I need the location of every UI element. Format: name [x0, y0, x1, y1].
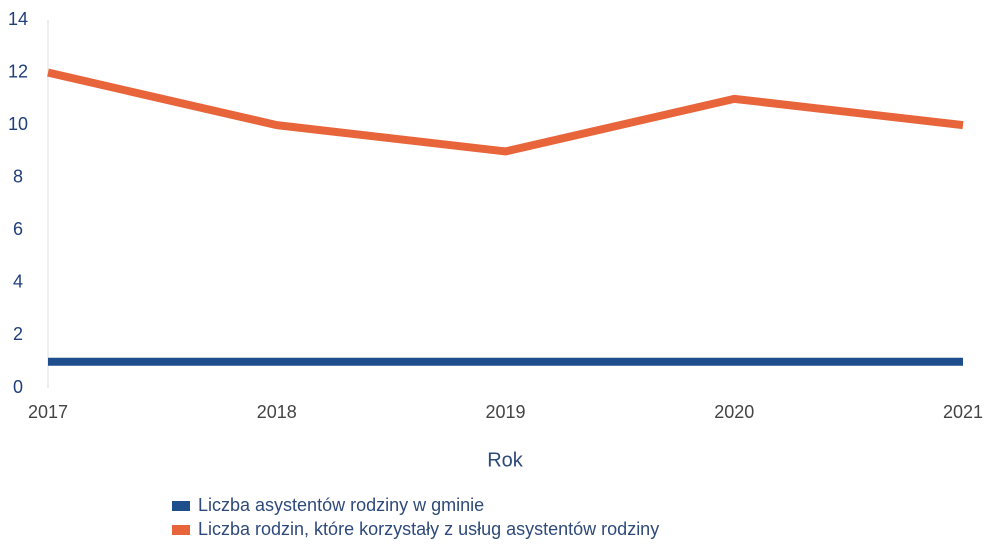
y-tick-label: 6 — [13, 219, 23, 239]
x-axis-title: Rok — [487, 449, 524, 471]
y-tick-label: 8 — [13, 166, 23, 186]
legend-label: Liczba asystentów rodziny w gminie — [198, 495, 484, 515]
x-tick-label: 2019 — [485, 402, 525, 422]
x-tick-label: 2017 — [28, 402, 68, 422]
y-tick-label: 14 — [8, 9, 28, 29]
legend-swatch — [172, 501, 190, 511]
x-tick-label: 2021 — [943, 402, 983, 422]
y-tick-label: 12 — [8, 61, 28, 81]
line-series — [47, 68, 964, 156]
y-tick-label: 0 — [13, 377, 23, 397]
x-tick-label: 2018 — [257, 402, 297, 422]
y-tick-label: 2 — [13, 324, 23, 344]
legend-label: Liczba rodzin, które korzystały z usług … — [198, 519, 659, 539]
x-tick-label: 2020 — [714, 402, 754, 422]
y-tick-label: 4 — [13, 272, 23, 292]
y-tick-label: 10 — [8, 114, 28, 134]
legend-swatch — [172, 525, 190, 535]
